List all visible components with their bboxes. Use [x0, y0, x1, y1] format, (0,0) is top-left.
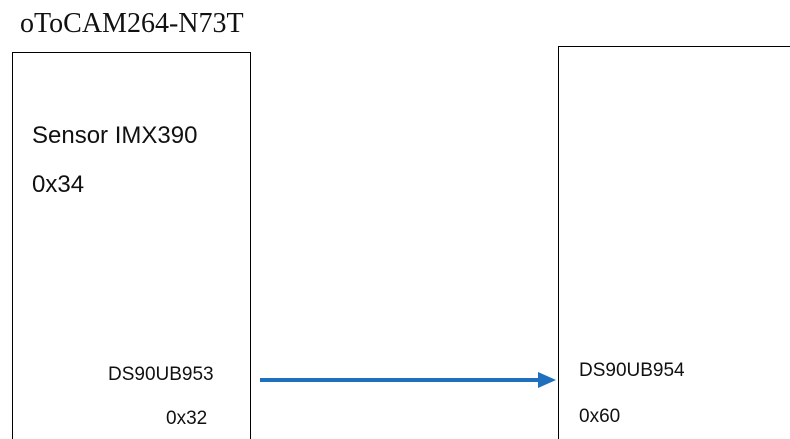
deserializer-label: DS90UB954 — [579, 360, 685, 381]
deserializer-address: 0x60 — [579, 406, 621, 427]
camera-module-block — [12, 52, 251, 439]
deserializer-block — [558, 46, 790, 439]
sensor-address: 0x34 — [32, 171, 85, 198]
diagram-title: oToCAM264-N73T — [20, 8, 244, 39]
data-link-arrow — [260, 372, 556, 388]
serializer-address: 0x32 — [166, 408, 208, 429]
arrow-head — [538, 372, 556, 388]
serializer-label: DS90UB953 — [108, 364, 214, 385]
sensor-label: Sensor IMX390 — [32, 122, 198, 149]
